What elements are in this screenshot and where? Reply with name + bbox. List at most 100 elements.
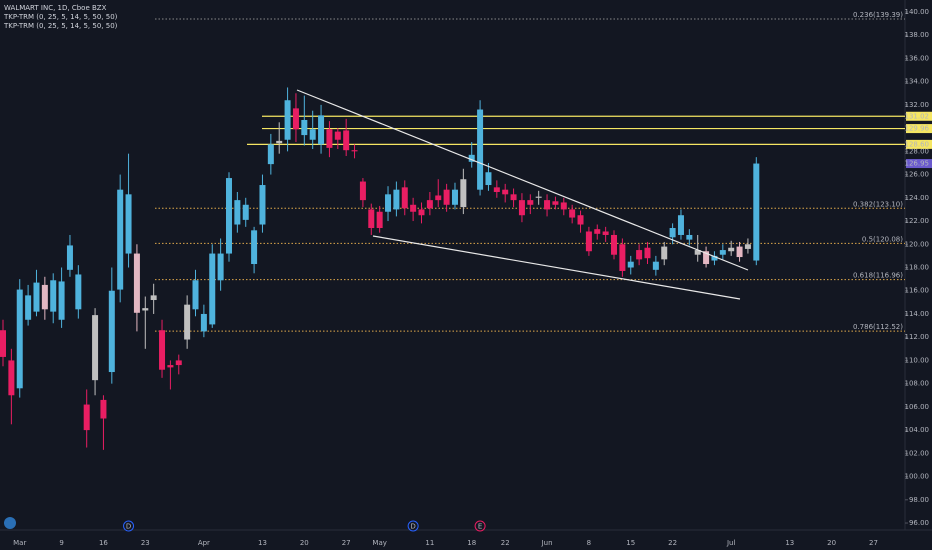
level-label: 128.60 bbox=[905, 140, 930, 148]
candle-body bbox=[175, 360, 182, 366]
y-tick-label: 128.00 bbox=[905, 147, 930, 155]
candle-body bbox=[602, 231, 609, 235]
y-tick-label: 122.00 bbox=[905, 217, 930, 225]
chart-title: WALMART INC, 1D, Cboe BZX bbox=[4, 4, 107, 12]
candle-body bbox=[736, 246, 743, 258]
candle-body bbox=[167, 365, 174, 368]
candle-body bbox=[125, 194, 132, 254]
candle-body bbox=[142, 308, 149, 311]
candle-body bbox=[200, 313, 207, 332]
event-label: E bbox=[478, 523, 482, 531]
y-tick-label: 136.00 bbox=[905, 54, 930, 62]
event-label: D bbox=[126, 523, 131, 531]
candle-body bbox=[385, 194, 392, 212]
candle-body bbox=[569, 209, 576, 218]
indicator-label: TKP-TRM (0, 25, 5, 14, 5, 50, 50) bbox=[3, 22, 118, 30]
candle-body bbox=[418, 209, 425, 216]
candle-body bbox=[359, 181, 366, 201]
x-tick-label: 15 bbox=[626, 539, 635, 547]
candle-body bbox=[309, 129, 316, 140]
candle-body bbox=[41, 284, 48, 310]
x-tick-label: 16 bbox=[99, 539, 108, 547]
candle-body bbox=[728, 247, 735, 252]
logo bbox=[4, 517, 16, 529]
candle-body bbox=[686, 234, 693, 240]
candle-body bbox=[100, 399, 107, 419]
candle-body bbox=[401, 187, 408, 209]
candle-body bbox=[376, 211, 383, 229]
x-tick-label: 20 bbox=[300, 539, 309, 547]
candle-body bbox=[577, 215, 584, 225]
candle-body bbox=[560, 202, 567, 210]
candle-body bbox=[426, 200, 433, 209]
x-tick-label: 27 bbox=[869, 539, 878, 547]
candle-body bbox=[585, 231, 592, 252]
candle-body bbox=[711, 255, 718, 261]
candle-body bbox=[677, 215, 684, 235]
candle-body bbox=[217, 253, 224, 281]
y-tick-label: 126.00 bbox=[905, 171, 930, 179]
event-marker bbox=[407, 520, 419, 532]
x-tick-label: May bbox=[372, 539, 386, 547]
level-tag bbox=[906, 139, 932, 149]
y-tick-label: 132.00 bbox=[905, 101, 930, 109]
indicator-label: TKP-TRM (0, 25, 5, 14, 5, 50, 50) bbox=[3, 13, 118, 21]
candle-body bbox=[410, 204, 417, 212]
candle-body bbox=[435, 195, 442, 201]
candle-body bbox=[25, 295, 32, 320]
event-marker bbox=[123, 520, 135, 532]
candle-body bbox=[16, 289, 23, 389]
candle-body bbox=[334, 131, 341, 140]
candle-body bbox=[468, 154, 475, 162]
x-tick-label: Jun bbox=[541, 539, 553, 547]
candle-body bbox=[292, 108, 299, 130]
candle-body bbox=[502, 189, 509, 195]
candle-body bbox=[636, 250, 643, 260]
candle-body bbox=[744, 244, 751, 249]
candle-body bbox=[326, 129, 333, 148]
candle-body bbox=[477, 109, 484, 190]
candle-body bbox=[225, 178, 232, 254]
candle-body bbox=[451, 189, 458, 205]
fib-label: 0.786(112.52) bbox=[853, 323, 903, 331]
candle-body bbox=[284, 100, 291, 140]
candle-body bbox=[343, 130, 350, 151]
candle-body bbox=[485, 172, 492, 186]
candle-body bbox=[66, 245, 73, 270]
y-tick-label: 134.00 bbox=[905, 78, 930, 86]
candle-body bbox=[703, 251, 710, 265]
level-tag bbox=[906, 111, 932, 121]
candle-body bbox=[234, 200, 241, 225]
candle-body bbox=[518, 200, 525, 216]
x-tick-label: 27 bbox=[342, 539, 351, 547]
y-tick-label: 138.00 bbox=[905, 31, 930, 39]
candle-body bbox=[75, 274, 82, 310]
candle-body bbox=[351, 150, 358, 152]
candle-body bbox=[460, 179, 467, 208]
candle-body bbox=[527, 200, 534, 205]
candle-body bbox=[192, 280, 199, 310]
candle-body bbox=[8, 360, 15, 396]
level-label: 129.96 bbox=[905, 125, 930, 133]
candle-body bbox=[318, 115, 325, 145]
x-tick-label: 13 bbox=[258, 539, 267, 547]
candle-body bbox=[552, 201, 559, 205]
candle-body bbox=[0, 330, 6, 357]
candle-body bbox=[242, 204, 249, 220]
candle-body bbox=[133, 253, 140, 313]
candle-body bbox=[251, 230, 258, 265]
fib-label: 0.5(120.08) bbox=[862, 235, 903, 243]
candle-body bbox=[535, 196, 542, 198]
candle-body bbox=[594, 229, 601, 234]
fib-label: 0.236(139.39) bbox=[853, 11, 903, 19]
lower-trendline bbox=[372, 235, 741, 300]
candle-body bbox=[92, 315, 99, 381]
y-tick-label: 116.00 bbox=[905, 287, 930, 295]
x-tick-label: 22 bbox=[501, 539, 510, 547]
x-tick-label: Jul bbox=[726, 539, 736, 547]
candle-body bbox=[184, 304, 191, 340]
candle-body bbox=[276, 140, 283, 144]
y-tick-label: 114.00 bbox=[905, 310, 930, 318]
